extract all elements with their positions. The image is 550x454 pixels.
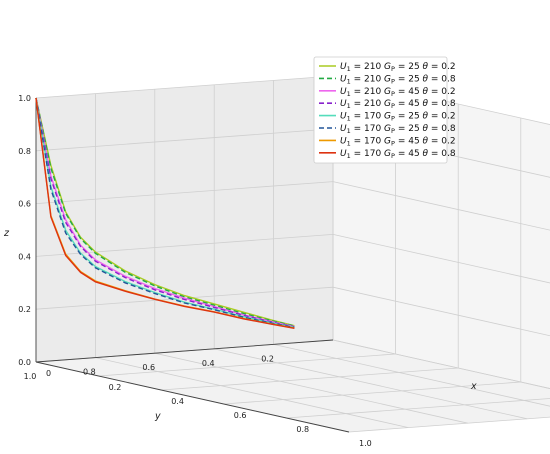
y-axis-line xyxy=(35,339,334,363)
legend-label: U1 = 170 GP = 25 θ = 0.2 xyxy=(340,112,456,123)
data-series xyxy=(35,97,295,329)
grid-line xyxy=(332,286,550,337)
grid-line xyxy=(348,416,550,433)
z-tick-label: 0.8 xyxy=(18,147,31,156)
axis-lines xyxy=(35,98,350,433)
x-axis-label: x xyxy=(470,381,477,392)
tick-labels: 0 0.2 0.4 0.6 0.8 1.0 1.0 0.8 0.6 0.4 0.2 0.0 0.2 0.4… xyxy=(18,94,371,448)
z-axis-label: z xyxy=(3,228,10,239)
x-tick-label: 0 xyxy=(46,369,51,378)
x-tick-label: 0.8 xyxy=(296,425,309,434)
grid-line xyxy=(35,75,334,99)
x-tick-label: 0.4 xyxy=(171,397,184,406)
grid-line xyxy=(98,353,396,377)
x-tick-label: 0.6 xyxy=(234,411,247,420)
series-line-3 xyxy=(35,97,295,328)
series-line-1 xyxy=(35,97,295,327)
y-tick-label: 0.4 xyxy=(202,359,215,368)
grid-line xyxy=(154,352,468,424)
y-tick-label: 0.6 xyxy=(142,363,155,372)
legend-label: U1 = 210 GP = 45 θ = 0.2 xyxy=(340,87,456,98)
grid-line xyxy=(273,344,550,407)
x-axis-line xyxy=(35,361,350,433)
grid-line xyxy=(35,128,334,152)
series-line-4 xyxy=(35,97,295,328)
axes-panes xyxy=(36,76,550,432)
z-tick-label: 0.4 xyxy=(18,252,31,261)
x-tick-label: 1.0 xyxy=(359,439,372,448)
legend: U1 = 210 GP = 25 θ = 0.2U1 = 210 GP = 25… xyxy=(313,56,456,164)
z-tick-label: 1.0 xyxy=(18,94,31,103)
floor-pane xyxy=(36,340,550,432)
z-tick-label: 0.2 xyxy=(18,305,31,314)
legend-label: U1 = 170 GP = 45 θ = 0.2 xyxy=(340,136,456,147)
legend-label: U1 = 210 GP = 25 θ = 0.2 xyxy=(340,62,456,73)
series-line-6 xyxy=(35,97,295,329)
y-tick-label: 0.8 xyxy=(83,368,96,377)
grid-line xyxy=(223,381,521,405)
grid-line xyxy=(95,357,409,428)
legend-label: U1 = 210 GP = 45 θ = 0.8 xyxy=(340,99,456,110)
series-line-8 xyxy=(35,97,295,329)
y-tick-label: 1.0 xyxy=(24,372,37,381)
grid-line xyxy=(35,181,334,204)
grid-line xyxy=(332,339,550,389)
grid-line xyxy=(214,348,528,420)
legend-label: U1 = 170 GP = 25 θ = 0.8 xyxy=(340,124,456,135)
z-tick-label: 0.0 xyxy=(18,358,31,367)
grid-line xyxy=(35,234,334,257)
grid-line xyxy=(161,367,459,391)
grid-line xyxy=(286,398,550,419)
axis-labels: x y z xyxy=(3,228,477,422)
y-axis-label: y xyxy=(154,411,161,422)
legend-label: U1 = 170 GP = 45 θ = 0.8 xyxy=(340,149,456,160)
legend-label: U1 = 210 GP = 25 θ = 0.8 xyxy=(340,74,456,85)
left-pane xyxy=(36,76,333,362)
y-tick-label: 0.2 xyxy=(261,354,274,363)
grid-line xyxy=(332,234,550,284)
x-tick-label: 0.2 xyxy=(109,383,122,392)
z-tick-label: 0.6 xyxy=(18,200,31,209)
legend-box xyxy=(313,56,448,164)
grid-line xyxy=(332,181,550,231)
